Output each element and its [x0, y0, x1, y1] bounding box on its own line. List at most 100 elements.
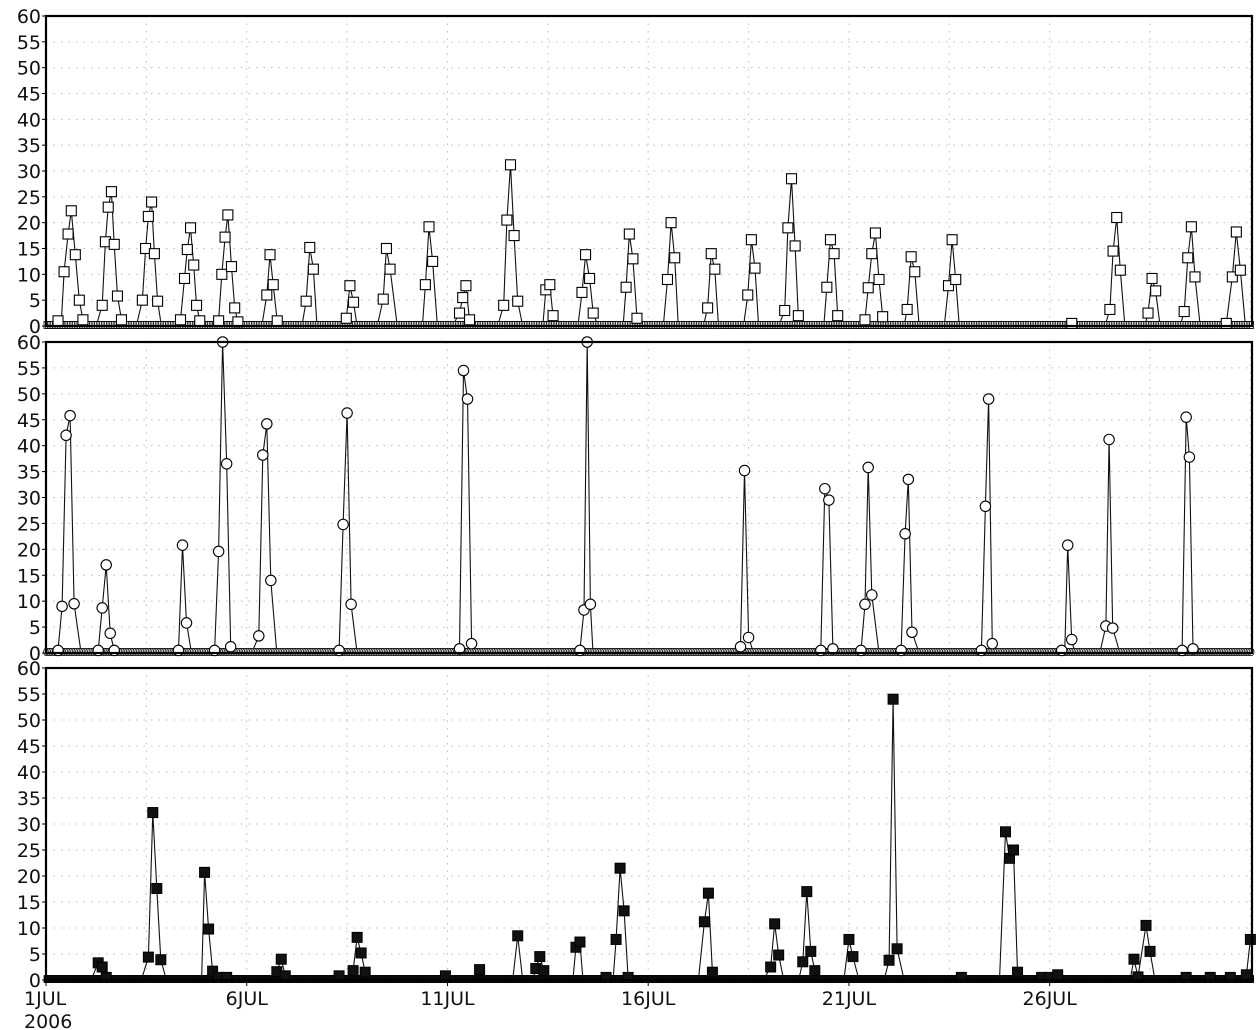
y-tick-label: 20 — [17, 866, 41, 888]
y-tick-label: 5 — [29, 617, 41, 639]
x-tick-label: 6JUL — [226, 988, 269, 1010]
y-tick-label: 10 — [17, 264, 41, 286]
y-tick-label: 45 — [17, 84, 41, 106]
data-point — [1240, 969, 1252, 981]
data-point — [152, 295, 164, 307]
data-point — [534, 951, 546, 963]
data-point — [267, 279, 279, 291]
data-point — [115, 314, 128, 326]
data-point — [461, 393, 474, 405]
data-point — [584, 272, 596, 285]
data-point — [52, 315, 64, 327]
data-point — [669, 252, 681, 264]
data-point — [225, 261, 238, 273]
y-tick-label: 15 — [17, 565, 41, 587]
data-point — [618, 905, 630, 917]
data-point — [60, 429, 72, 442]
data-point — [627, 253, 639, 265]
data-point — [220, 458, 233, 470]
data-point — [73, 294, 85, 306]
data-point — [828, 248, 840, 260]
data-point — [620, 281, 632, 293]
data-point — [866, 589, 878, 601]
data-point — [384, 263, 396, 275]
data-point — [77, 314, 89, 326]
data-point — [859, 314, 871, 326]
y-tick-label: 50 — [17, 710, 41, 732]
data-point — [1140, 919, 1152, 931]
data-point — [512, 930, 524, 942]
data-point — [344, 280, 356, 292]
data-point — [785, 173, 798, 185]
data-point — [765, 961, 777, 973]
y-tick-label: 30 — [17, 488, 41, 510]
data-point — [821, 281, 833, 293]
data-point — [355, 947, 367, 959]
data-point — [979, 500, 992, 513]
series-panel-3 — [43, 693, 1256, 983]
data-point — [275, 953, 287, 965]
data-point — [883, 954, 895, 966]
data-point — [423, 221, 435, 233]
data-point — [986, 637, 999, 650]
y-tick-label: 25 — [17, 513, 41, 535]
data-point — [146, 196, 158, 208]
data-point — [261, 289, 273, 301]
data-point — [181, 243, 193, 256]
series-layer — [43, 159, 1256, 983]
data-point — [341, 407, 353, 419]
data-point — [1106, 622, 1119, 634]
data-point — [203, 923, 215, 935]
data-point — [809, 965, 821, 977]
data-point — [538, 965, 550, 977]
axis-labels: 0510152025303540455055600510152025303540… — [17, 6, 1077, 1030]
data-point — [706, 966, 718, 978]
data-point — [460, 280, 472, 292]
data-point — [180, 617, 193, 629]
data-point — [96, 961, 108, 973]
y-tick-label: 55 — [17, 684, 41, 706]
data-point — [347, 296, 360, 308]
data-point — [801, 886, 813, 898]
grid-layer — [46, 16, 1252, 980]
data-point — [216, 268, 228, 280]
x-tick-label: 26JUL — [1023, 988, 1078, 1010]
data-point — [866, 248, 878, 260]
data-point — [300, 295, 312, 307]
data-point — [1146, 272, 1158, 285]
data-point — [905, 251, 917, 263]
y-tick-label: 60 — [17, 332, 41, 354]
data-point — [64, 409, 76, 422]
series-line — [46, 699, 1251, 981]
data-point — [1204, 971, 1216, 983]
data-point — [58, 266, 70, 278]
data-point — [661, 273, 674, 286]
data-point — [96, 602, 108, 614]
data-point — [264, 249, 276, 261]
data-point — [734, 641, 747, 653]
data-point — [1180, 971, 1192, 983]
data-point — [463, 314, 476, 326]
data-point — [709, 263, 721, 275]
data-point — [705, 248, 717, 260]
data-point — [832, 310, 844, 322]
data-point — [56, 600, 68, 613]
y-tick-label: 60 — [17, 658, 41, 680]
data-point — [219, 231, 231, 243]
data-point — [340, 312, 352, 324]
data-point — [1052, 969, 1064, 981]
data-point — [622, 971, 634, 983]
data-point — [68, 598, 80, 610]
data-point — [873, 273, 885, 286]
data-point — [1224, 971, 1236, 983]
data-point — [105, 186, 117, 198]
y-tick-label: 45 — [17, 736, 41, 758]
y-tick-label: 10 — [17, 918, 41, 940]
data-point — [899, 528, 911, 540]
y-tick-label: 0 — [29, 643, 41, 665]
data-point — [427, 255, 439, 267]
data-point — [773, 949, 785, 961]
data-point — [501, 214, 513, 226]
y-tick-label: 20 — [17, 539, 41, 561]
data-point — [136, 294, 148, 306]
